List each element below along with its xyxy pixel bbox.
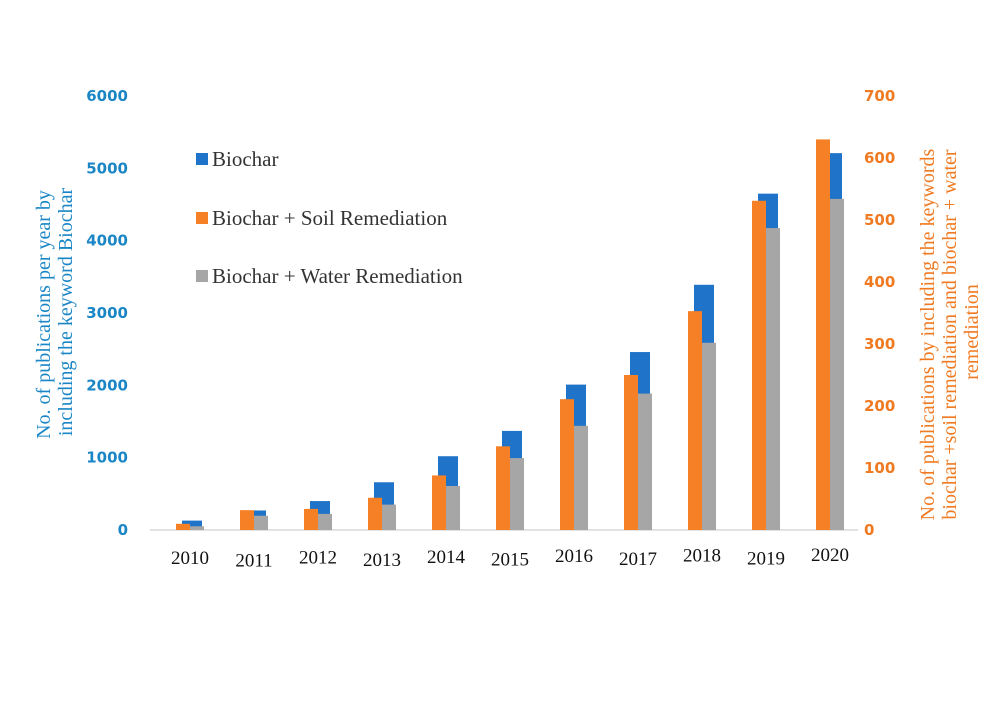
x-tick-label: 2019: [747, 548, 785, 569]
right-axis-title-line-3: remediation: [961, 284, 983, 380]
bar-biochar-water: [574, 425, 588, 530]
bar-biochar-water: [382, 504, 396, 530]
bar-biochar-soil: [176, 523, 190, 530]
legend-swatch-biochar: [196, 153, 208, 165]
x-tick-label: 2020: [811, 545, 849, 566]
right-axis-title: No. of publications by including the key…: [917, 144, 983, 521]
bar-biochar-soil: [432, 475, 446, 530]
right-tick-label: 100: [864, 459, 895, 477]
bar-biochar-soil: [240, 510, 254, 530]
right-tick-label: 300: [864, 335, 895, 353]
x-tick-label: 2010: [171, 548, 209, 569]
left-tick-label: 1000: [86, 449, 128, 467]
left-axis-title: No. of publications per year by includin…: [33, 185, 77, 439]
right-axis-ticks: 0 100 200 300 400 500 600 700: [864, 87, 895, 539]
bar-biochar-water: [638, 393, 652, 530]
right-tick-label: 200: [864, 397, 895, 415]
bar-biochar-soil: [304, 508, 318, 530]
right-tick-label: 700: [864, 87, 895, 105]
bar-biochar-water: [190, 526, 204, 530]
x-axis-ticks: 2010 2011 2012 2013 2014 2015 2016 2017 2018 2019…: [171, 545, 849, 572]
left-tick-label: 0: [118, 521, 128, 539]
bar-biochar-water: [702, 342, 716, 530]
bar-biochar-water: [254, 515, 268, 530]
x-tick-label: 2014: [427, 547, 466, 568]
right-tick-label: 0: [864, 521, 874, 539]
x-tick-label: 2017: [619, 549, 657, 570]
bar-biochar-soil: [368, 497, 382, 530]
left-tick-label: 3000: [86, 304, 128, 322]
right-tick-label: 500: [864, 211, 895, 229]
legend-label-biochar: Biochar: [212, 147, 278, 171]
bar-biochar-water: [446, 485, 460, 530]
left-axis-title-line-2: including the keyword Biochar: [55, 188, 77, 437]
right-tick-label: 600: [864, 149, 895, 167]
x-tick-label: 2018: [683, 546, 721, 567]
x-tick-label: 2011: [235, 551, 272, 572]
left-axis-title-line-1: No. of publications per year by: [33, 190, 55, 439]
bar-biochar-soil: [752, 200, 766, 530]
right-tick-label: 400: [864, 273, 895, 291]
right-axis-title-line-1: No. of publications by including the key…: [917, 148, 939, 520]
right-axis-title-line-2: biochar +soil remediation and biochar + …: [939, 149, 961, 520]
x-tick-label: 2016: [555, 546, 593, 567]
x-tick-label: 2015: [491, 550, 529, 571]
legend: Biochar Biochar + Soil Remediation Bioch…: [196, 147, 463, 288]
bar-biochar-soil: [560, 399, 574, 530]
left-axis-ticks: 0 1000 2000 3000 4000 5000 6000: [86, 87, 128, 539]
legend-label-water: Biochar + Water Remediation: [212, 264, 463, 288]
legend-label-soil: Biochar + Soil Remediation: [212, 206, 448, 230]
legend-swatch-soil: [196, 212, 208, 224]
bars: [176, 139, 844, 531]
bar-biochar-water: [510, 458, 524, 530]
x-tick-label: 2013: [363, 550, 401, 571]
left-tick-label: 6000: [86, 87, 128, 105]
left-tick-label: 5000: [86, 159, 128, 177]
x-tick-label: 2012: [299, 547, 337, 568]
legend-swatch-water: [196, 270, 208, 282]
bar-biochar: [182, 520, 202, 530]
bar-biochar-water: [766, 228, 780, 530]
bar-biochar-soil: [816, 139, 830, 530]
bar-biochar-water: [830, 198, 844, 531]
bar-biochar-soil: [624, 375, 638, 530]
bar-biochar-water: [318, 513, 332, 530]
left-tick-label: 2000: [86, 376, 128, 394]
bar-biochar-soil: [688, 311, 702, 530]
left-tick-label: 4000: [86, 232, 128, 250]
bar-biochar-soil: [496, 446, 510, 530]
